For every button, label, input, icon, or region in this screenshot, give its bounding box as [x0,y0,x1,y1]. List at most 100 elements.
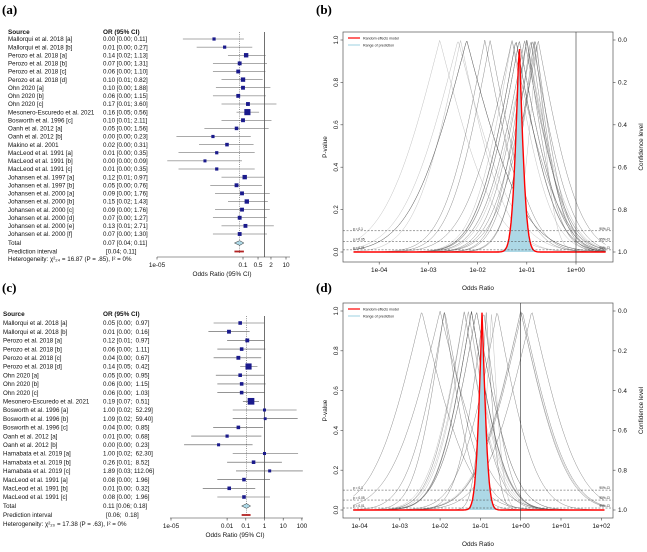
y-tick-label: 0.2 [333,465,340,474]
study-pvalue-curve [353,40,606,252]
prediction-bar [234,250,244,253]
study-square [237,232,242,236]
study-name: Bosworth et al. 1996 [c] [3,425,68,432]
study-pvalue-curve [353,41,606,253]
study-square [243,223,248,228]
y2-tick-label: 0.4 [618,122,627,129]
study-square [227,329,231,334]
ci-level-label: 99%-CI [599,246,610,250]
significance-label: p = 0.05 [353,237,365,241]
study-ci: 0.00 [0.00; 0.23] [103,134,148,141]
study-square [240,77,246,82]
study-pvalue-curve [353,40,606,253]
study-pvalue-curve [353,41,606,253]
study-ci: 0.05 [0.00; 0.76] [103,182,148,189]
study-ci: 0.07 [0.00; 1.30] [103,231,148,238]
y-tick-label: 1.0 [333,35,340,44]
study-square [217,443,221,447]
study-name: Johansen et al. 2000 [b] [8,199,74,206]
study-name: Johansen et al. 2000 [e] [8,223,74,230]
y2-tick-label: 0.4 [618,388,627,395]
study-square [251,460,256,464]
study-pvalue-curve [353,40,606,253]
study-name: Mallorqui et al. 2018 [a] [8,36,73,43]
study-name: Ohn 2020 [a] [3,372,39,379]
study-name: Perozo et al. 2018 [a] [3,338,62,345]
study-square [239,390,244,395]
study-name: Hamabata et al. 2019 [c] [3,468,71,475]
y2-tick-label: 0.0 [618,37,627,44]
study-ci: 0.04 [0.00; 0.85] [103,425,150,432]
study-ci: 0.00 [0.00; 0.09] [103,158,148,165]
study-pvalue-curve [353,41,606,253]
study-square [240,191,244,196]
study-ci: 1.89 [0.03; 112.06] [103,468,154,475]
study-ci: 0.06 [0.00; 1.10] [103,69,148,76]
study-name: Oanh et al. 2012 [a] [3,433,58,440]
study-name: Ohn 2020 [a] [8,85,44,92]
x-tick-label: 1e-02 [469,267,486,274]
study-ci: 0.12 [0.01; 0.97] [103,174,148,181]
total-label: Total [8,240,21,247]
study-name: Perozo et al. 2018 [c] [8,69,67,76]
header-or: OR (95% CI) [103,311,140,318]
study-ci: 1.00 [0.02; 52.29] [103,407,153,414]
study-ci: 0.08 [0.00; 1.96] [103,494,150,501]
study-ci: 0.04 [0.00; 0.67] [103,355,150,362]
study-square [240,207,244,212]
study-name: Johansen et al. 2000 [a] [8,191,74,198]
study-square [234,126,239,131]
study-square [244,109,251,116]
prediction-ci: [0.04; 0.11] [106,249,137,256]
study-square [263,417,267,421]
pvalue-plot-b: p = 0.1 90%-CI p = 0.05 95%-CI p = 0.01 99%-C… [322,31,645,292]
study-pvalue-curve [353,40,606,253]
x-tick-label: 1e-04 [351,523,368,530]
study-square [238,321,242,325]
study-ci: 0.00 [0.00; 0.11] [103,36,148,43]
study-pvalue-curve [353,40,606,253]
panel-label-c: (c) [2,280,16,295]
study-pvalue-curve [353,40,606,253]
heterogeneity: Heterogeneity: χ²₂₀ = 17.38 (P = .63), I… [3,521,127,528]
study-name: Mallorqui et al. 2018 [b] [3,329,68,336]
pooled-pvalue-curve [353,48,606,253]
study-pvalue-curve [353,40,606,253]
y-tick-label: 0.2 [333,205,340,214]
y2-tick-label: 0.8 [618,207,627,214]
study-pvalue-curve [353,41,606,253]
significance-label: p = 0.01 [353,246,365,250]
study-ci: 0.09 [0.00; 1.76] [103,207,148,214]
heterogeneity: Heterogeneity: χ²₂₄ = 16.87 (P = .85), I… [8,256,132,263]
y2-tick-label: 1.0 [618,507,627,514]
total-diamond [233,240,245,246]
study-ci: 0.01 [0.00; 0.27] [103,44,148,51]
study-name: Hamabata et al. 2019 [b] [3,459,71,466]
study-pvalue-curve [353,41,606,253]
study-square [223,45,227,49]
total-ci: 0.11 [0.06; 0.18] [103,503,148,510]
study-square [245,338,250,343]
prediction-label: Prediction interval [8,249,57,256]
study-name: Bosworth et al. 1996 [c] [8,117,73,124]
x-tick-label: 2 [269,262,273,269]
study-square [244,199,249,204]
study-name: Johansen et al. 2000 [f] [8,231,73,238]
legend-label-prediction: Range of prediction [363,314,394,318]
study-ci: 0.07 [0.00; 1.27] [103,215,148,222]
study-square [227,486,232,491]
y-tick-label: 0.6 [333,120,340,129]
significance-label: p = 0.05 [353,496,365,500]
ci-level-label: 90%-CI [599,486,610,490]
study-ci: 0.06 [0.00; 1.15] [103,381,150,388]
study-square [262,408,267,412]
study-ci: 0.08 [0.00; 1.96] [103,477,150,484]
study-ci: 0.19 [0.07; 0.51] [103,399,150,406]
study-pvalue-curve [353,40,606,253]
study-ci: 0.01 [0.00; 0.35] [103,150,148,157]
pvalue-plot-d: p = 0.1 90%-CI p = 0.05 95%-CI p = 0.01 99%-C… [322,302,645,548]
study-square [203,159,207,163]
legend-label-pooled: Random effects model [363,307,399,311]
x-tick-label: 1e-03 [420,267,437,274]
study-square [237,215,242,220]
